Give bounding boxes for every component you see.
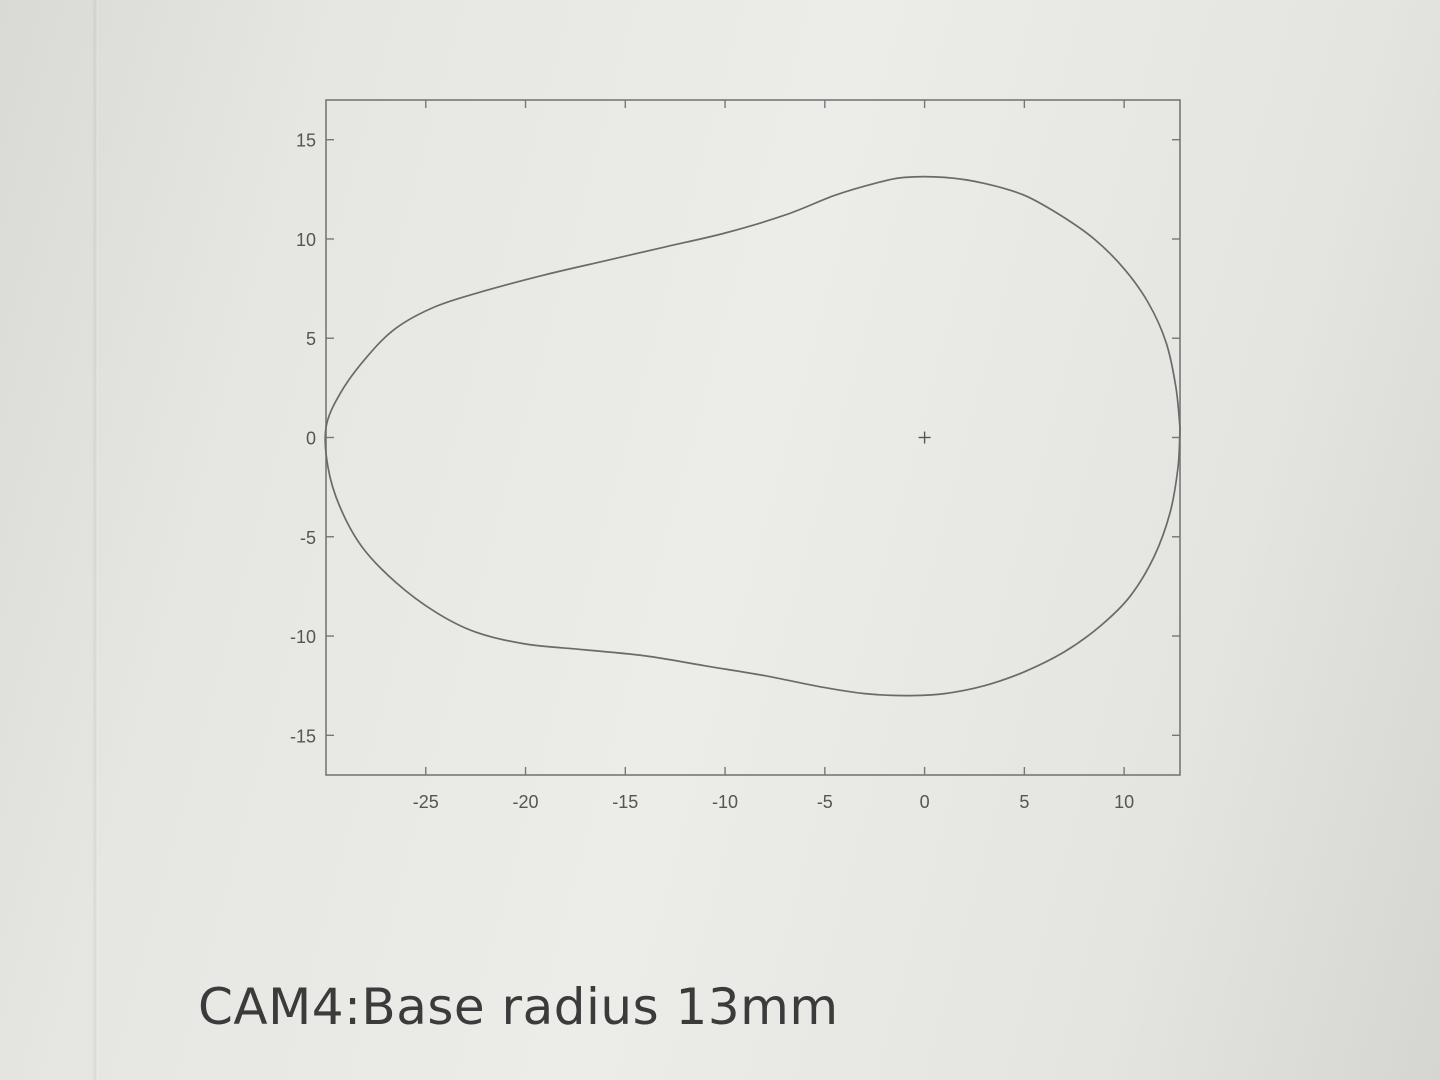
y-tick-label: 15 (296, 131, 316, 151)
ticks: -25 -20 -15 -10 -5 0 5 10 15 10 5 0 -5 -10 -15 (290, 100, 1180, 812)
x-tick-label: -15 (612, 792, 638, 812)
y-tick-label: -15 (290, 726, 316, 746)
series (324, 175, 1181, 697)
y-tick-label: 5 (306, 329, 316, 349)
center-marker (918, 431, 931, 444)
y-tick-label: 0 (306, 429, 316, 449)
x-tick-label: -20 (513, 792, 539, 812)
y-tick-label: -5 (300, 528, 316, 548)
x-tick-label: -10 (712, 792, 738, 812)
y-tick-label: 10 (296, 230, 316, 250)
x-tick-label: -5 (817, 792, 833, 812)
x-tick-label: 0 (920, 792, 930, 812)
figure-caption: CAM4:Base radius 13mm (198, 978, 839, 1036)
x-tick-label: -25 (413, 792, 439, 812)
x-tick-label: 5 (1019, 792, 1029, 812)
paper-fold (92, 0, 98, 1080)
cam-profile-line (324, 175, 1181, 697)
y-tick-label: -10 (290, 627, 316, 647)
x-tick-label: 10 (1114, 792, 1134, 812)
